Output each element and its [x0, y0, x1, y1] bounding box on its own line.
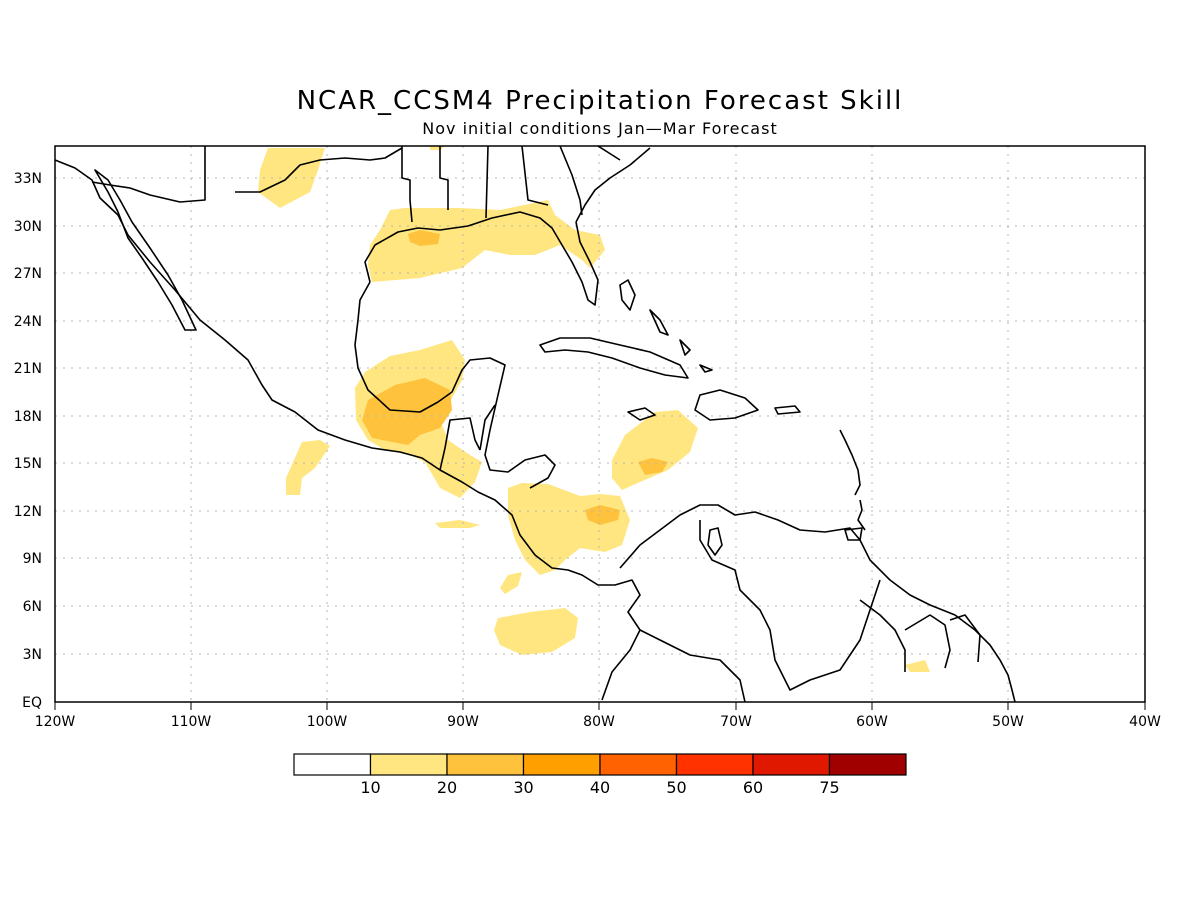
lat-label: 3N — [23, 647, 42, 663]
colorbar-labels: 10 20 30 40 50 60 75 — [360, 778, 839, 797]
lon-label: 100W — [307, 714, 348, 730]
colorbar-swatch — [522, 753, 601, 776]
lon-label: 40W — [1129, 714, 1161, 730]
lat-label: 21N — [14, 361, 42, 377]
colorbar-swatch — [828, 753, 907, 776]
chart-subtitle: Nov initial conditions Jan—Mar Forecast — [422, 119, 778, 138]
lat-label: 24N — [14, 314, 42, 330]
lon-label: 60W — [856, 714, 888, 730]
lat-label: 30N — [14, 219, 42, 235]
coastlines — [55, 146, 1016, 702]
lon-label: 80W — [583, 714, 615, 730]
colorbar-label: 40 — [590, 778, 610, 797]
colorbar-swatch — [675, 753, 754, 776]
skill-shading-10-20 — [258, 146, 930, 672]
lat-labels: 33N 30N 27N 24N 21N 18N 15N 12N 9N 6N 3N… — [14, 171, 42, 711]
graticule — [55, 146, 1145, 702]
lon-labels: 120W 110W 100W 90W 80W 70W 60W 50W 40W — [35, 714, 1161, 730]
colorbar-label: 50 — [666, 778, 686, 797]
colorbar-swatch — [599, 753, 678, 776]
colorbar — [293, 753, 907, 776]
lon-label: 70W — [720, 714, 752, 730]
colorbar-swatch — [369, 753, 448, 776]
lon-label: 120W — [35, 714, 76, 730]
colorbar-label: 60 — [743, 778, 763, 797]
lon-label: 50W — [992, 714, 1024, 730]
lat-label: 12N — [14, 504, 42, 520]
colorbar-label: 10 — [360, 778, 380, 797]
lat-label: 33N — [14, 171, 42, 187]
lat-label: 18N — [14, 409, 42, 425]
lat-label: 15N — [14, 456, 42, 472]
colorbar-swatch — [293, 753, 372, 776]
map-frame — [54, 145, 1146, 703]
colorbar-label: 20 — [437, 778, 457, 797]
colorbar-label: 75 — [819, 778, 839, 797]
lon-label: 90W — [447, 714, 479, 730]
colorbar-label: 30 — [513, 778, 533, 797]
colorbar-swatch — [446, 753, 525, 776]
colorbar-swatch — [752, 753, 831, 776]
lat-label: 6N — [23, 599, 42, 615]
lat-label: EQ — [22, 695, 42, 711]
lon-label: 110W — [171, 714, 212, 730]
lat-label: 9N — [23, 551, 42, 567]
axis-ticks — [54, 702, 1146, 710]
chart-title: NCAR_CCSM4 Precipitation Forecast Skill — [296, 86, 904, 116]
lat-label: 27N — [14, 266, 42, 282]
